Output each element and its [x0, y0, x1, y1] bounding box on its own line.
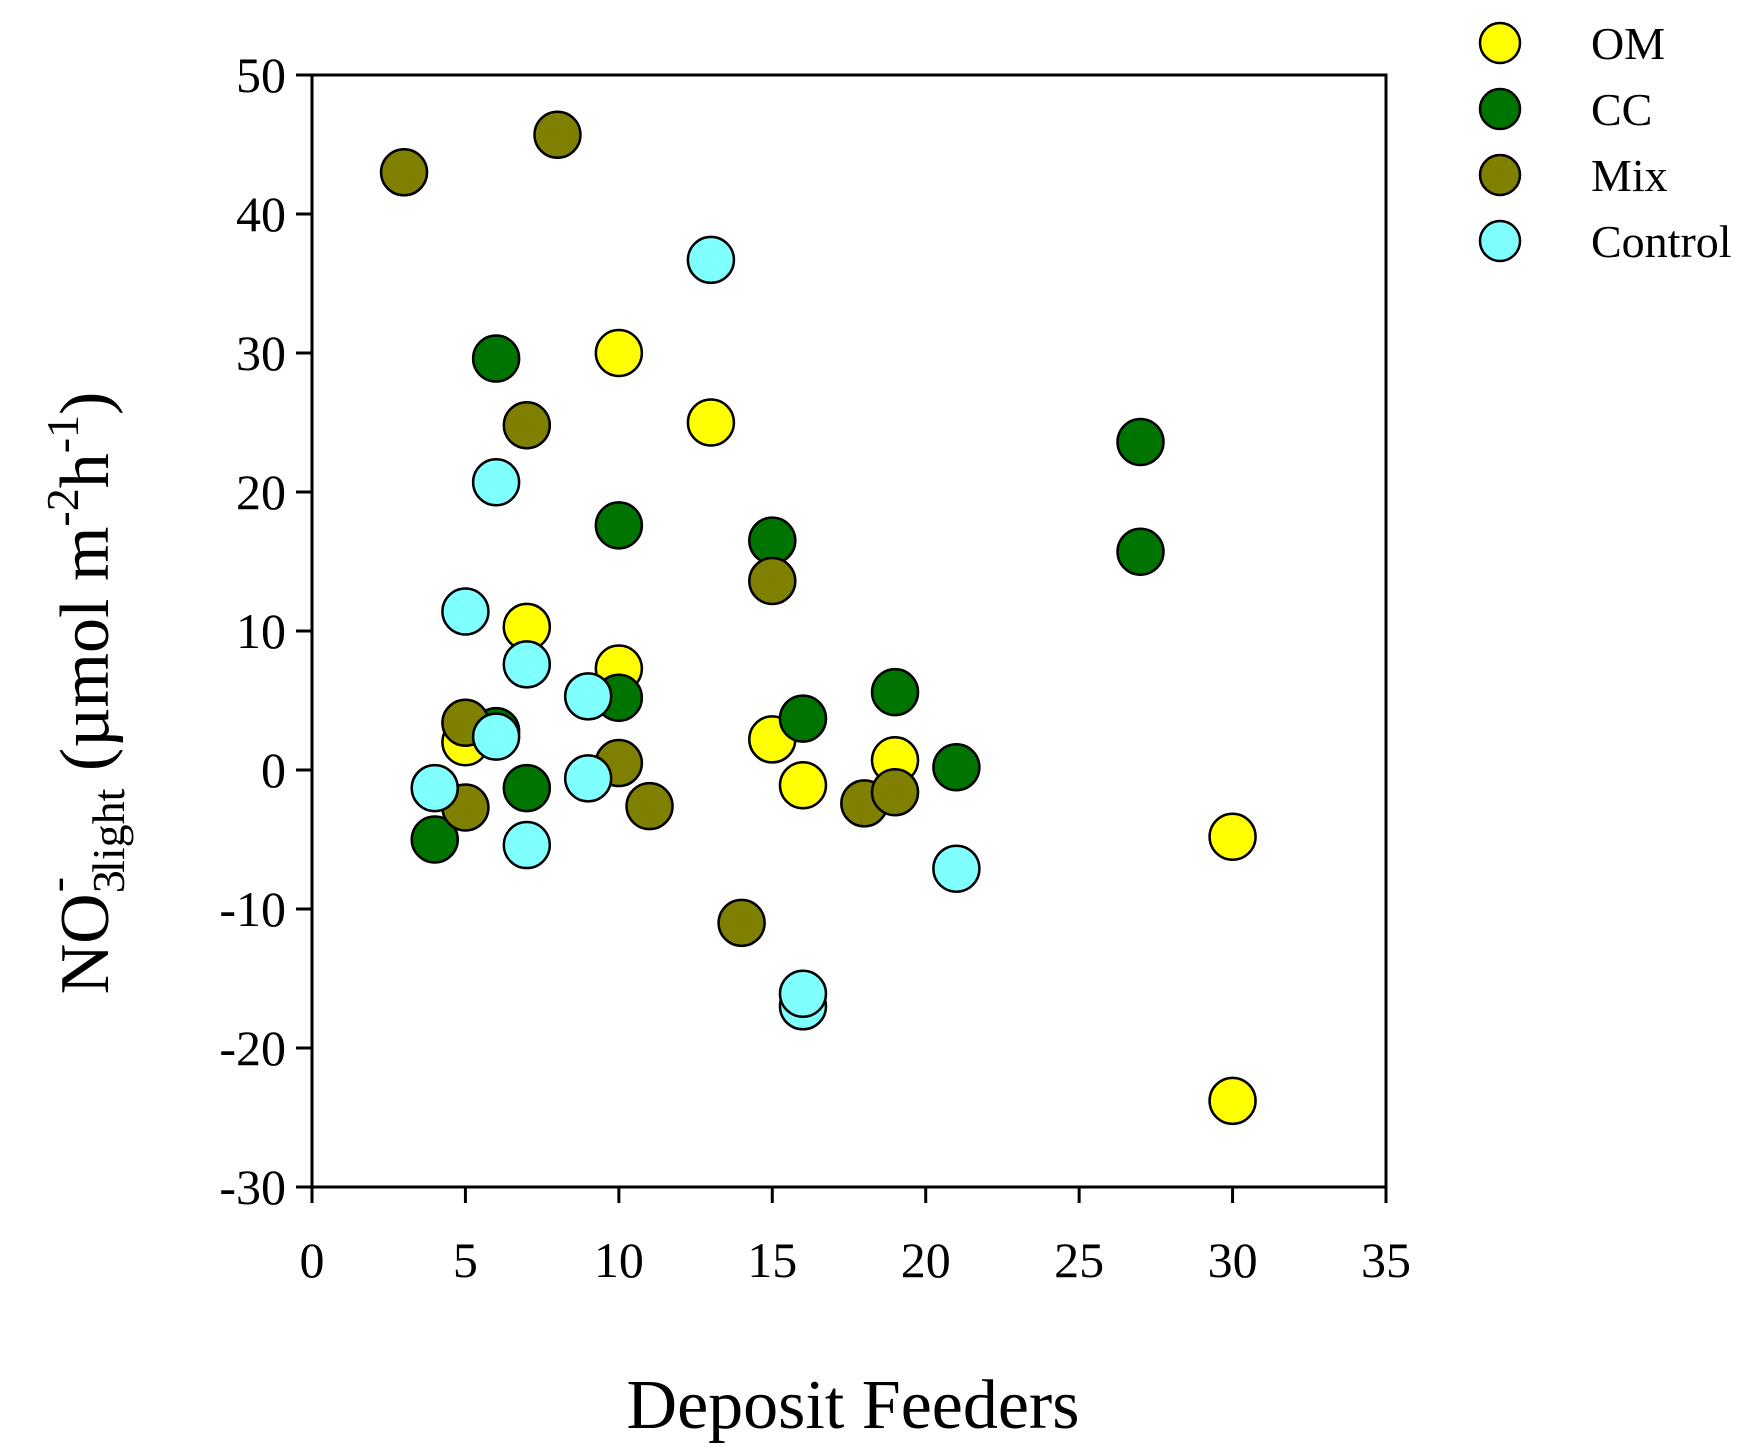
point-cc [870, 667, 920, 717]
y-tick-label: -20 [219, 1020, 286, 1076]
x-tick-label: 0 [300, 1232, 325, 1288]
point-control [502, 820, 552, 870]
legend-label-om: OM [1591, 18, 1665, 69]
y-axis-title-sub1: 3 [83, 870, 134, 893]
y-axis-title-sub2: light [83, 788, 134, 873]
point-cc [778, 694, 828, 743]
legend: OM CC Mix Control [1478, 18, 1732, 267]
x-tick-label: 5 [453, 1232, 478, 1288]
point-mix [870, 767, 920, 817]
point-om [594, 328, 644, 378]
point-cc [502, 763, 552, 813]
point-om [778, 761, 828, 810]
point-control [686, 235, 736, 285]
y-axis-title-main: NO [47, 893, 124, 994]
point-control [563, 754, 613, 803]
y-axis: -30 -20 -10 0 10 20 30 40 50 [219, 47, 312, 1215]
y-tick-label: 0 [261, 742, 286, 798]
legend-label-cc: CC [1591, 84, 1652, 135]
y-tick-label: -30 [219, 1159, 286, 1215]
point-control [441, 587, 490, 636]
point-control [502, 640, 552, 689]
point-control [563, 672, 613, 721]
y-tick-label: 30 [236, 325, 286, 381]
point-om [1208, 1076, 1257, 1126]
y-tick-label: 10 [236, 603, 286, 659]
y-axis-title: NO3-light (µmol m-2h-1) [31, 392, 134, 995]
y-axis-title-unit-mid: h [47, 453, 124, 488]
y-axis-title-unit-start: (µmol m [47, 527, 124, 789]
y-tick-label: -10 [219, 881, 286, 937]
point-mix [502, 401, 552, 450]
legend-marker-mix [1478, 153, 1522, 197]
x-tick-label: 15 [747, 1232, 797, 1288]
point-cc [1116, 527, 1165, 577]
x-tick-label: 20 [901, 1232, 951, 1288]
x-tick-label: 25 [1054, 1232, 1104, 1288]
point-control [410, 763, 459, 813]
point-control [932, 844, 981, 893]
point-mix [748, 556, 797, 606]
legend-marker-om [1478, 21, 1522, 65]
point-mix [625, 781, 674, 831]
point-cc [594, 501, 644, 550]
y-axis-title-sup3: -1 [37, 415, 88, 453]
point-cc [1116, 417, 1165, 467]
point-mix [533, 110, 582, 160]
point-cc [410, 815, 459, 864]
y-tick-label: 50 [236, 47, 286, 103]
x-axis-title: Deposit Feeders [627, 1367, 1080, 1444]
legend-label-control: Control [1591, 216, 1732, 267]
point-control [471, 458, 521, 507]
point-om [686, 398, 736, 447]
x-tick-label: 30 [1208, 1232, 1258, 1288]
point-cc [471, 334, 521, 383]
point-om [1208, 812, 1257, 861]
y-tick-label: 40 [236, 186, 286, 242]
point-control [778, 969, 828, 1019]
x-tick-label: 35 [1361, 1232, 1411, 1288]
y-axis-title-sup2: -2 [37, 488, 88, 526]
data-points [379, 110, 1257, 1126]
legend-marker-cc [1478, 87, 1522, 131]
point-mix [379, 148, 429, 197]
legend-marker-control [1478, 219, 1522, 263]
y-tick-label: 20 [236, 464, 286, 520]
y-axis-title-sup1: - [31, 877, 82, 892]
legend-label-mix: Mix [1591, 150, 1668, 201]
point-control [471, 712, 521, 761]
point-cc [932, 742, 981, 792]
x-tick-label: 10 [594, 1232, 644, 1288]
y-axis-title-unit-end: ) [47, 392, 124, 415]
point-mix [717, 898, 766, 948]
x-axis: 0 5 10 15 20 25 30 35 [300, 1187, 1411, 1288]
